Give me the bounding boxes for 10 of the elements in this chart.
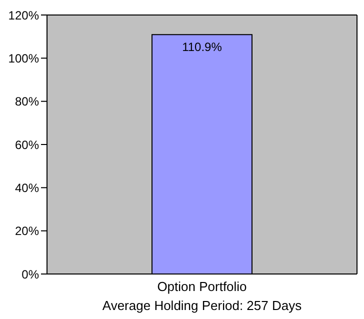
y-tick-label: 0%: [22, 267, 40, 282]
y-tick-label: 60%: [14, 138, 40, 152]
y-tick-label: 80%: [14, 94, 40, 109]
data-label: 110.9%: [182, 40, 222, 54]
y-tick-label: 100%: [8, 51, 40, 66]
y-tick-label: 40%: [14, 180, 40, 195]
y-tick-label: 20%: [14, 224, 40, 238]
x-tick-label: Option Portfolio: [157, 279, 247, 294]
x-axis-title: Average Holding Period: 257 Days: [102, 298, 302, 313]
y-tick-label: 120%: [8, 8, 40, 22]
